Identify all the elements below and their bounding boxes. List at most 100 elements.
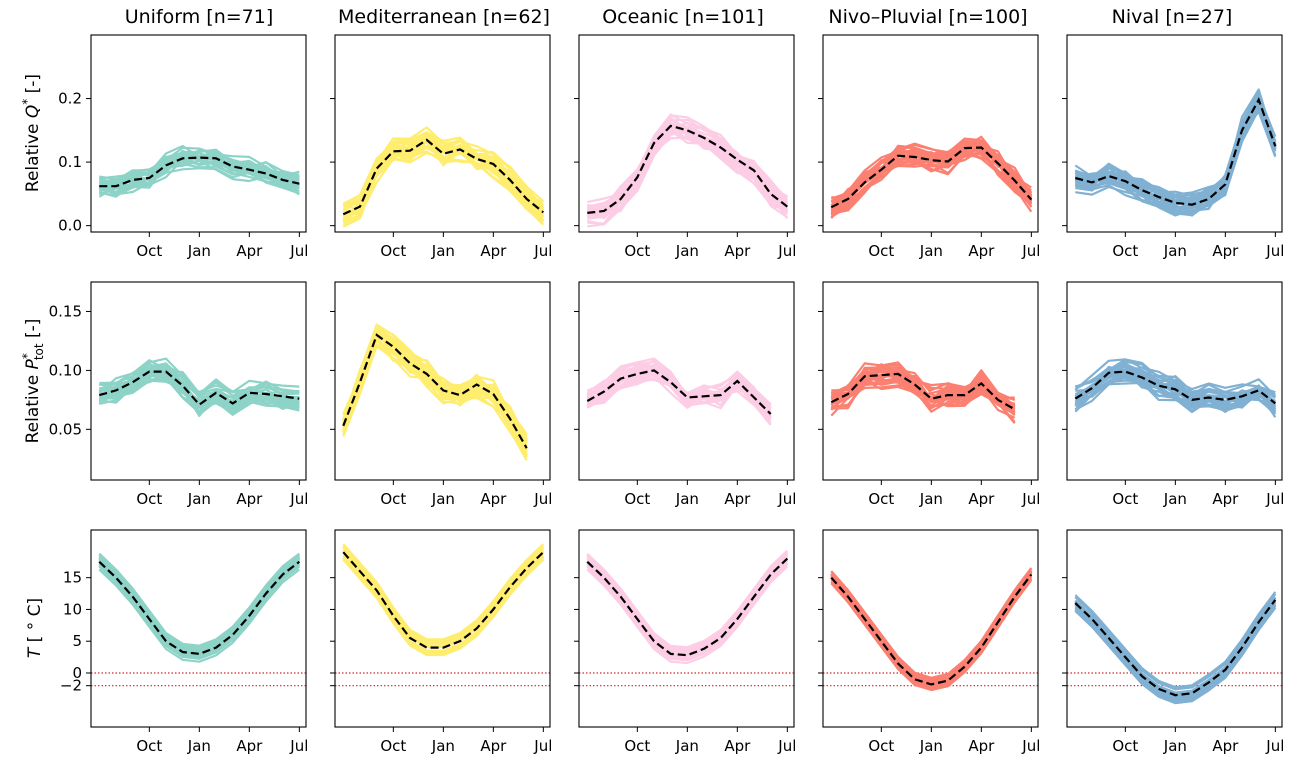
member-line <box>342 558 545 657</box>
axes-frame <box>90 281 307 481</box>
member-line <box>830 577 1033 690</box>
x-tick-label: Jul <box>533 242 552 260</box>
plot-area <box>98 144 300 198</box>
member-line <box>831 367 1016 409</box>
member-line <box>830 571 1033 683</box>
member-line <box>586 558 789 657</box>
median-line <box>1075 97 1277 206</box>
x-tick-label: Jul <box>1021 737 1040 755</box>
panel-nivo-pluvial-row0: Oct Jan Apr Jul <box>818 34 1040 260</box>
member-line <box>98 555 300 650</box>
plot-area <box>823 567 1038 692</box>
y-tick-label: 0.1 <box>58 153 82 171</box>
x-tick-label: Apr <box>480 490 507 508</box>
ylabel-row2: T [ ° C] <box>25 598 45 658</box>
axes-frame <box>334 34 551 233</box>
member-line <box>831 368 1016 417</box>
ylabel-row0: Relative Q* [-] <box>20 74 43 192</box>
member-line <box>587 125 788 214</box>
panel-oceanic-row1: Oct Jan Apr Jul <box>574 281 796 508</box>
col-title-oceanic: Oceanic [n=101] <box>602 6 764 28</box>
member-line <box>830 571 1033 683</box>
member-line <box>830 570 1033 683</box>
axes-frame <box>578 529 795 728</box>
x-tick-label: Jan <box>675 242 699 260</box>
col-title-nivo-pluvial: Nivo–Pluvial [n=100] <box>828 6 1027 28</box>
x-tick-label: Apr <box>480 242 507 260</box>
member-line <box>98 558 300 653</box>
median-line <box>342 333 528 449</box>
axes-frame <box>578 281 795 481</box>
member-line <box>586 562 789 662</box>
member-line <box>98 555 300 650</box>
member-line <box>99 151 300 190</box>
x-tick-label: Jul <box>777 242 796 260</box>
y-tick-label: 0.15 <box>49 302 82 320</box>
member-line <box>830 575 1033 688</box>
member-line <box>1074 374 1277 416</box>
plot-area <box>586 113 789 228</box>
x-tick-label: Jan <box>919 737 943 755</box>
median-line <box>830 372 1016 411</box>
panel-mediterranean-row1: Oct Jan Apr Jul <box>330 281 552 508</box>
member-line <box>830 569 1033 682</box>
x-tick-label: Apr <box>236 737 263 755</box>
member-line <box>830 574 1033 687</box>
panel-uniform-row2: Oct Jan Apr Jul −20 5 10 15 <box>60 529 308 755</box>
x-tick-label: Jul <box>1265 737 1284 755</box>
member-line <box>830 570 1033 683</box>
x-tick-label: Jan <box>919 242 943 260</box>
member-line <box>342 151 545 226</box>
y-tick-label: 0.05 <box>49 420 82 438</box>
x-tick-label: Oct <box>868 242 894 260</box>
median-line <box>587 124 788 214</box>
median-line <box>830 146 1033 209</box>
panel-nival-row1: Oct Jan Apr Jul <box>1062 281 1284 508</box>
x-tick-label: Jan <box>675 737 699 755</box>
x-tick-label: Apr <box>724 242 751 260</box>
panel-mediterranean-row2: Oct Jan Apr Jul <box>330 529 552 755</box>
panel-nival-row0: Oct Jan Apr Jul <box>1062 34 1284 260</box>
panels: Oct Jan Apr Jul 0.0 0.1 0.2 Oct Jan Apr Jul Oct Jan A… <box>49 34 1284 755</box>
member-line <box>586 561 789 660</box>
plot-area <box>335 543 550 687</box>
x-tick-label: Jul <box>1265 490 1284 508</box>
y-tick-label: 10 <box>63 600 82 618</box>
member-line <box>586 565 789 665</box>
member-line <box>98 558 300 654</box>
member-line <box>830 573 1033 685</box>
y-tick-label: 5 <box>72 632 82 650</box>
y-tick-label: 0.2 <box>58 90 82 108</box>
median-line <box>586 557 789 657</box>
member-line <box>98 568 300 663</box>
x-tick-label: Oct <box>868 490 894 508</box>
member-line <box>98 560 300 656</box>
member-line <box>98 560 300 655</box>
x-tick-label: Jan <box>675 490 699 508</box>
x-tick-label: Jul <box>533 737 552 755</box>
ylabel-row1: Relative P*tot [-] <box>20 319 46 444</box>
x-tick-label: Jan <box>431 490 455 508</box>
member-line <box>586 559 789 659</box>
axes-frame <box>822 34 1039 233</box>
member-line <box>98 357 300 395</box>
member-line <box>342 323 528 441</box>
x-tick-label: Apr <box>968 242 995 260</box>
axes-frame <box>1066 529 1283 728</box>
y-tick-label: 0 <box>72 664 82 682</box>
member-line <box>587 118 789 209</box>
member-line <box>1074 96 1277 200</box>
panel-oceanic-row2: Oct Jan Apr Jul <box>574 529 796 755</box>
plot-area <box>91 552 306 687</box>
member-line <box>98 563 300 659</box>
member-line <box>830 578 1033 690</box>
x-tick-label: Jul <box>1265 242 1284 260</box>
column-titles: Uniform [n=71] Mediterranean [n=62] Ocea… <box>125 6 1233 28</box>
x-tick-label: Apr <box>480 737 507 755</box>
median-line <box>586 369 772 415</box>
x-tick-label: Apr <box>1212 242 1239 260</box>
x-tick-label: Jul <box>777 737 796 755</box>
x-tick-label: Oct <box>624 737 650 755</box>
member-line <box>98 557 300 652</box>
